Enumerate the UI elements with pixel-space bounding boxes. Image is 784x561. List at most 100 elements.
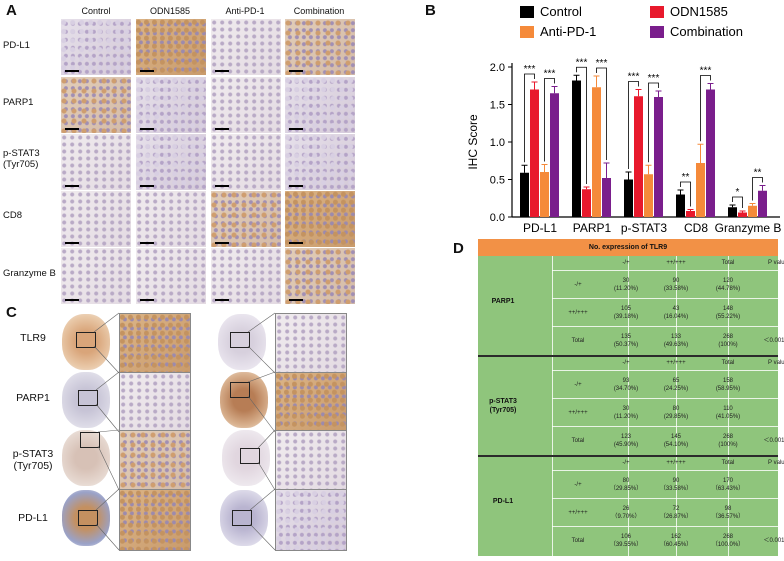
significance-bracket	[732, 196, 743, 208]
bar	[572, 80, 581, 217]
table-divider	[478, 355, 778, 357]
column-header: P value	[768, 260, 784, 266]
zoom-region-box	[240, 448, 260, 464]
table-divider	[552, 426, 778, 427]
legend-swatch	[520, 26, 534, 38]
scale-bar	[140, 128, 154, 130]
ihc-image	[285, 77, 355, 133]
table-cell: 170 （63.43%）	[711, 478, 745, 492]
tissue-core	[62, 430, 110, 486]
significance-label: ***	[576, 57, 588, 68]
scale-bar	[65, 128, 79, 130]
p-value: ＜0.001	[763, 538, 784, 544]
significance-label: ***	[700, 66, 712, 77]
bar	[686, 211, 695, 217]
table-divider	[676, 256, 677, 556]
row-label: ++/+++	[568, 310, 588, 316]
ihc-image	[211, 19, 281, 75]
ihc-image	[61, 191, 131, 247]
zoom-region-box	[78, 390, 98, 406]
column-header: -/+	[622, 460, 630, 466]
table-cell: 43 (16.04%)	[663, 306, 689, 320]
panel-b-label: B	[425, 2, 436, 19]
table-cell: 268 (100%)	[718, 434, 738, 448]
bar	[582, 189, 591, 217]
group-label: PARP1	[491, 298, 515, 305]
table-divider	[552, 270, 778, 271]
significance-label: **	[754, 168, 762, 179]
ihc-image	[136, 77, 206, 133]
scale-bar	[289, 70, 303, 72]
significance-label: ***	[524, 64, 536, 75]
row-label-p-stat3-c: p-STAT3 (Tyr705)	[12, 448, 54, 472]
scale-bar	[215, 299, 229, 301]
scale-bar	[140, 70, 154, 72]
table-divider	[628, 256, 629, 556]
bar	[602, 178, 611, 217]
column-header: ++/+++	[666, 360, 686, 366]
significance-bracket	[544, 78, 555, 162]
scale-bar	[215, 242, 229, 244]
column-header-control: Control	[81, 6, 111, 16]
table-cell: 93 (34.70%)	[613, 378, 639, 392]
bar	[634, 96, 643, 217]
ihc-image	[285, 134, 355, 190]
table-cell: 90 （33.58%）	[659, 478, 693, 492]
table-cell: 123 (45.90%)	[613, 434, 639, 448]
legend-swatch	[520, 6, 534, 18]
panel-c-label: C	[6, 304, 17, 321]
scale-bar	[289, 242, 303, 244]
row-label: ++/+++	[568, 510, 588, 516]
bar	[758, 190, 767, 217]
x-tick-label: CD8	[684, 221, 708, 235]
row-label: -/+	[574, 282, 582, 288]
column-header: P value	[768, 460, 784, 466]
scale-bar	[140, 299, 154, 301]
table-divider	[552, 326, 778, 327]
bar	[530, 89, 539, 217]
group-label: PD-L1	[492, 498, 514, 505]
bar	[706, 89, 715, 217]
bar	[644, 174, 653, 217]
zoom-image	[119, 430, 191, 492]
table-title: No. expression of TLR9	[478, 239, 778, 256]
row-label-pd-l1-c: PD-L1	[18, 512, 48, 524]
x-tick-label: p-STAT3	[621, 221, 668, 235]
panel-a-label: A	[6, 2, 17, 19]
p-value: ＜0.001	[763, 338, 784, 344]
significance-bracket	[752, 177, 763, 201]
table-cell: 268 （100.0%）	[711, 534, 745, 548]
row-label-granzyme-b: Granzyme B	[3, 268, 56, 279]
scale-bar	[289, 299, 303, 301]
row-label: -/+	[574, 382, 582, 388]
table-divider	[552, 256, 553, 556]
x-tick-label: Granzyme B	[715, 221, 782, 235]
row-label-parp1-c: PARP1	[16, 392, 50, 404]
bar	[624, 179, 633, 217]
scale-bar	[140, 185, 154, 187]
table-cell: 145 (54.10%)	[663, 434, 689, 448]
row-label-parp1: PARP1	[3, 97, 34, 108]
table-cell: 98 （36.57%）	[711, 506, 745, 520]
ihc-image	[136, 19, 206, 75]
ihc-image	[61, 19, 131, 75]
y-tick-label: 1.0	[490, 137, 505, 149]
significance-bracket	[596, 67, 607, 160]
panel-d-label: D	[453, 240, 464, 257]
y-axis-label: IHC Score	[466, 114, 480, 170]
table-divider	[552, 398, 778, 399]
zoom-region-box	[78, 510, 98, 526]
table-divider	[552, 370, 778, 371]
scale-bar	[65, 185, 79, 187]
table-cell: 268 (100%)	[718, 334, 738, 348]
significance-bracket	[680, 181, 691, 207]
bar	[654, 97, 663, 217]
table-cell: 105 (39.18%)	[613, 306, 639, 320]
ihc-image	[285, 19, 355, 75]
row-label-cd8: CD8	[3, 210, 23, 221]
column-header: Total	[721, 260, 735, 266]
legend-label: Combination	[670, 24, 743, 39]
table-cell: 30 (11.20%)	[614, 278, 638, 292]
tissue-core	[218, 314, 266, 370]
row-label-pd-l1: PD-L1	[3, 40, 30, 51]
